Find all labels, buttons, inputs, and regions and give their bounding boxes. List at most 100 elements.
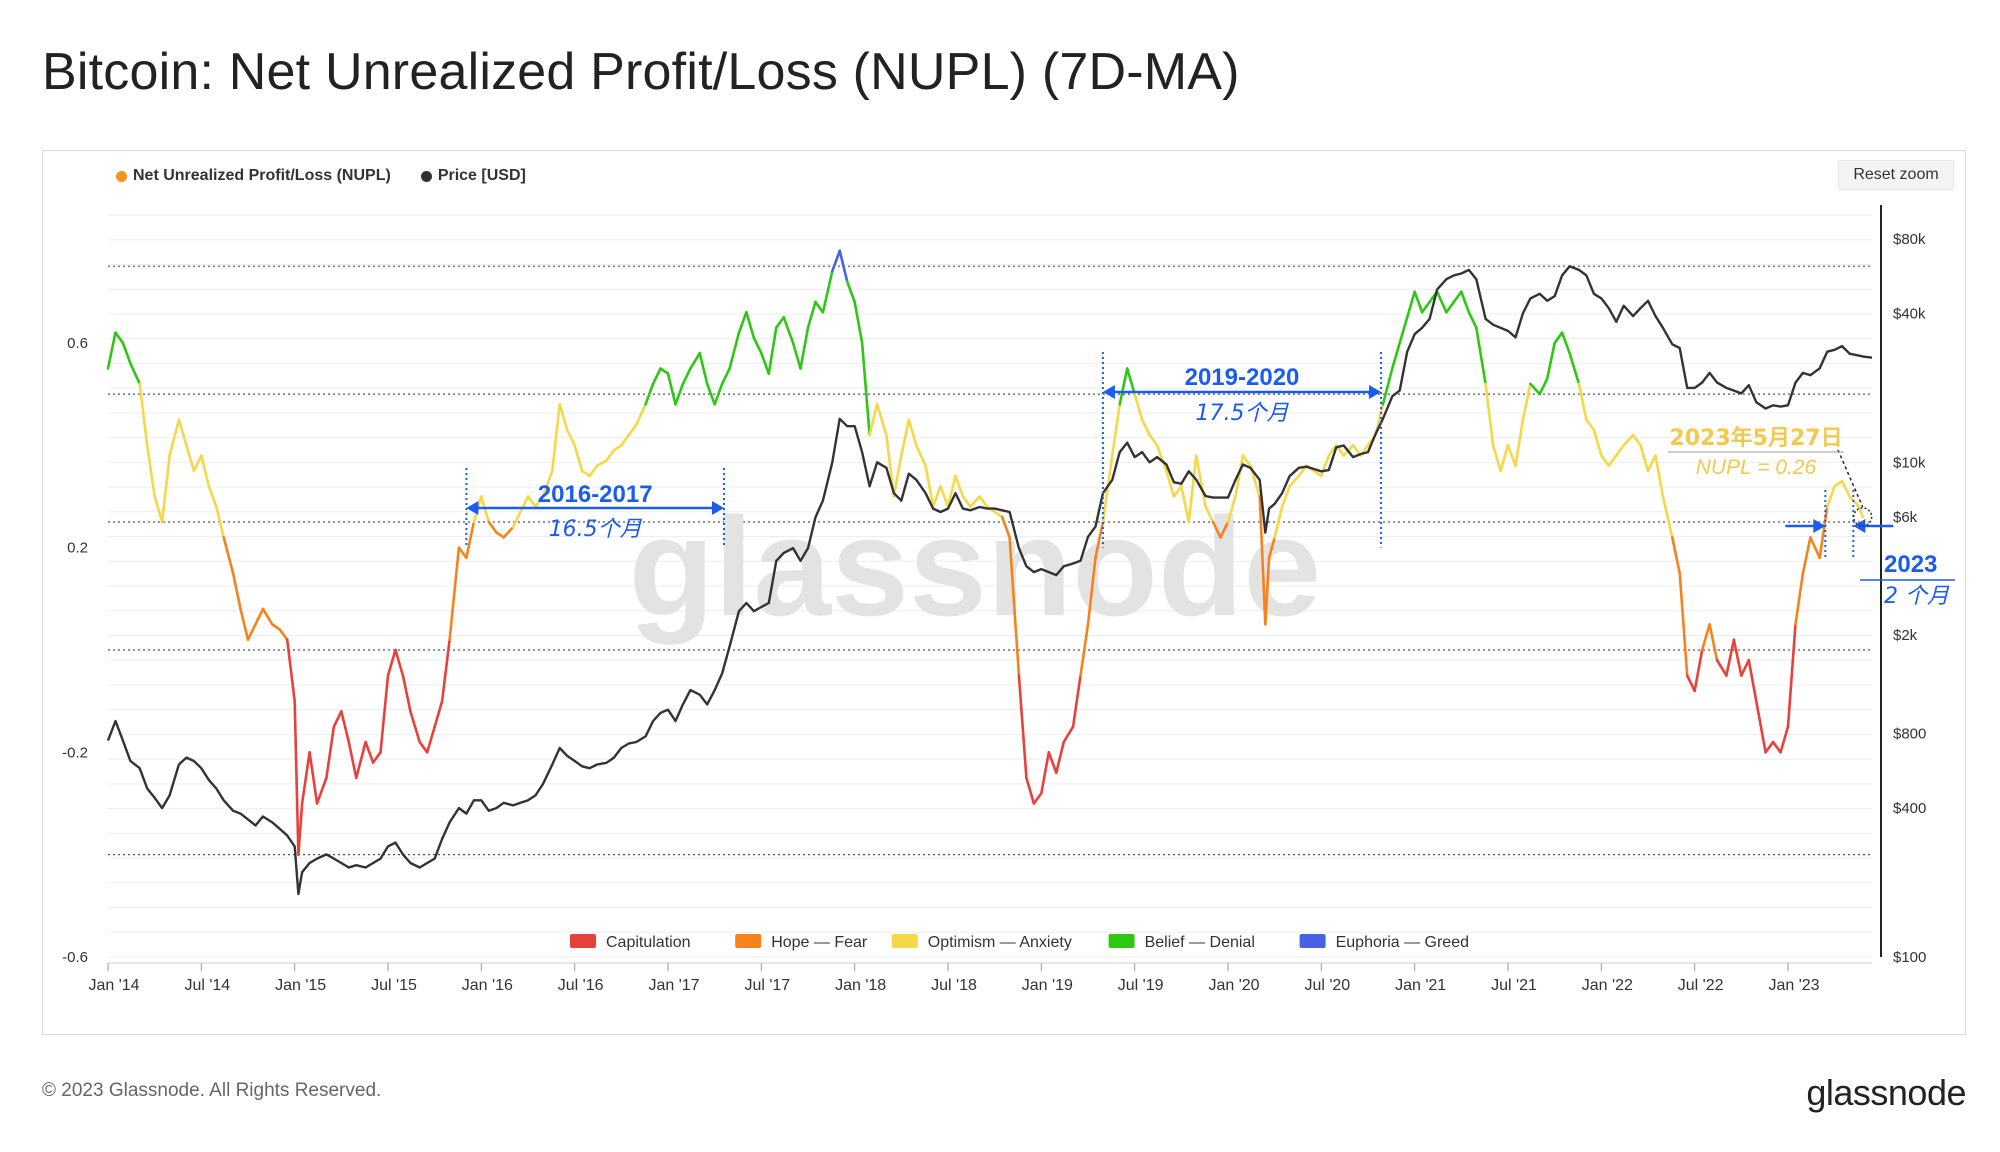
zone-legend-swatch bbox=[1299, 934, 1326, 948]
x-tick-label: Jan '20 bbox=[1208, 977, 1259, 994]
legend-item-price[interactable]: Price [USD] bbox=[420, 167, 526, 185]
date-annotation-sublabel: NUPL = 0.26 bbox=[1696, 456, 1817, 479]
nupl-segment bbox=[1661, 495, 1674, 539]
nupl-segment bbox=[821, 269, 834, 314]
nupl-segment bbox=[1857, 505, 1864, 519]
x-tick-label: Jan '18 bbox=[835, 977, 886, 994]
x-tick-label: Jul '14 bbox=[184, 977, 230, 994]
annotation-label: 2019-2020 bbox=[1185, 364, 1300, 391]
nupl-segment bbox=[1577, 382, 1588, 421]
reset-zoom-button[interactable]: Reset zoom bbox=[1838, 160, 1954, 190]
annotation-arrowhead bbox=[712, 501, 724, 515]
x-tick-label: Jul '21 bbox=[1491, 977, 1537, 994]
nupl-segment bbox=[239, 607, 250, 642]
x-tick-label: Jan '21 bbox=[1395, 977, 1446, 994]
nupl-segment bbox=[1491, 443, 1502, 473]
nupl-segment bbox=[868, 403, 879, 437]
x-tick-label: Jul '15 bbox=[371, 977, 417, 994]
nupl-segment bbox=[1086, 556, 1097, 626]
nupl-segment bbox=[767, 326, 778, 375]
nupl-segment bbox=[1607, 454, 1618, 468]
nupl-segment bbox=[386, 648, 397, 677]
nupl-segment bbox=[612, 443, 623, 452]
price-line bbox=[106, 265, 1873, 896]
y-left-tick-label: 0.6 bbox=[67, 335, 88, 352]
nupl-segment bbox=[300, 751, 311, 805]
nupl-segment bbox=[1204, 505, 1215, 524]
nupl-segment bbox=[681, 367, 692, 386]
nupl-segment bbox=[1040, 751, 1051, 795]
nupl-segment bbox=[1165, 469, 1176, 498]
nupl-segment bbox=[448, 546, 461, 642]
nupl-segment bbox=[1771, 740, 1782, 754]
nupl-segment bbox=[845, 280, 856, 304]
nupl-segment bbox=[705, 382, 716, 406]
nupl-segment bbox=[1133, 392, 1144, 421]
nupl-segment bbox=[231, 571, 242, 611]
nupl-segment bbox=[1754, 699, 1767, 754]
nupl-segment bbox=[550, 403, 562, 473]
nupl-segment bbox=[1148, 433, 1159, 447]
x-tick-label: Jul '18 bbox=[931, 977, 977, 994]
nupl-segment bbox=[1187, 454, 1198, 524]
nupl-segment bbox=[580, 469, 591, 478]
nupl-segment bbox=[418, 740, 429, 754]
nupl-segment bbox=[114, 331, 125, 345]
x-tick-label: Jul '20 bbox=[1304, 977, 1350, 994]
nupl-segment bbox=[1545, 341, 1556, 381]
nupl-segment bbox=[519, 495, 530, 514]
nupl-segment bbox=[121, 341, 132, 365]
nupl-segment bbox=[1071, 674, 1082, 729]
nupl-segment bbox=[1614, 443, 1626, 457]
nupl-segment bbox=[558, 403, 569, 432]
zone-legend-label: Euphoria — Greed bbox=[1336, 934, 1469, 951]
nupl-segment bbox=[1054, 740, 1066, 775]
nupl-segment bbox=[644, 382, 655, 406]
nupl-segment bbox=[1062, 725, 1075, 744]
nupl-segment bbox=[1125, 367, 1136, 396]
nupl-segment bbox=[760, 351, 771, 375]
nupl-segment bbox=[1538, 377, 1549, 396]
nupl-segment bbox=[1622, 433, 1635, 447]
nupl-segment bbox=[1288, 474, 1301, 488]
nupl-segment bbox=[1786, 623, 1797, 729]
nupl-segment bbox=[168, 418, 181, 457]
annotation-label: 2023 bbox=[1884, 551, 1937, 578]
nupl-segment bbox=[293, 699, 300, 856]
nupl-segment bbox=[946, 474, 957, 508]
nupl-segment bbox=[1390, 341, 1402, 370]
nupl-segment bbox=[340, 710, 351, 744]
annotation-arrowhead bbox=[1813, 519, 1826, 533]
nupl-segment bbox=[892, 454, 903, 498]
nupl-segment bbox=[1779, 725, 1790, 754]
nupl-segment bbox=[1420, 300, 1431, 314]
zone-legend-label: Hope — Fear bbox=[771, 934, 868, 951]
nupl-segment bbox=[1484, 382, 1495, 447]
nupl-segment bbox=[1592, 428, 1603, 457]
nupl-segment bbox=[457, 546, 468, 560]
nupl-segment bbox=[1740, 658, 1751, 677]
nupl-segment bbox=[541, 469, 554, 498]
nupl-segment bbox=[605, 449, 616, 462]
highlight-marker bbox=[1852, 507, 1873, 527]
copyright-text: © 2023 Glassnode. All Rights Reserved. bbox=[42, 1080, 382, 1101]
nupl-segment bbox=[534, 495, 545, 508]
nupl-segment bbox=[1452, 290, 1463, 304]
nupl-segment bbox=[1405, 290, 1416, 319]
nupl-segment bbox=[425, 725, 436, 754]
nupl-segment bbox=[440, 638, 451, 703]
annotation-sublabel: 16.5个月 bbox=[549, 517, 643, 542]
nupl-segment bbox=[1079, 623, 1090, 677]
nupl-segment bbox=[487, 520, 498, 534]
y-right-tick-label: $100 bbox=[1893, 949, 1926, 966]
legend-item-nupl[interactable]: Net Unrealized Profit/Loss (NUPL) bbox=[116, 167, 391, 185]
nupl-segment bbox=[1101, 454, 1114, 524]
nupl-segment bbox=[1413, 290, 1424, 314]
nupl-segment bbox=[659, 367, 670, 375]
nupl-segment bbox=[853, 300, 864, 345]
nupl-segment bbox=[1715, 658, 1728, 677]
nupl-segment bbox=[900, 418, 911, 457]
nupl-segment bbox=[565, 428, 576, 447]
nupl-segment bbox=[1172, 484, 1183, 498]
